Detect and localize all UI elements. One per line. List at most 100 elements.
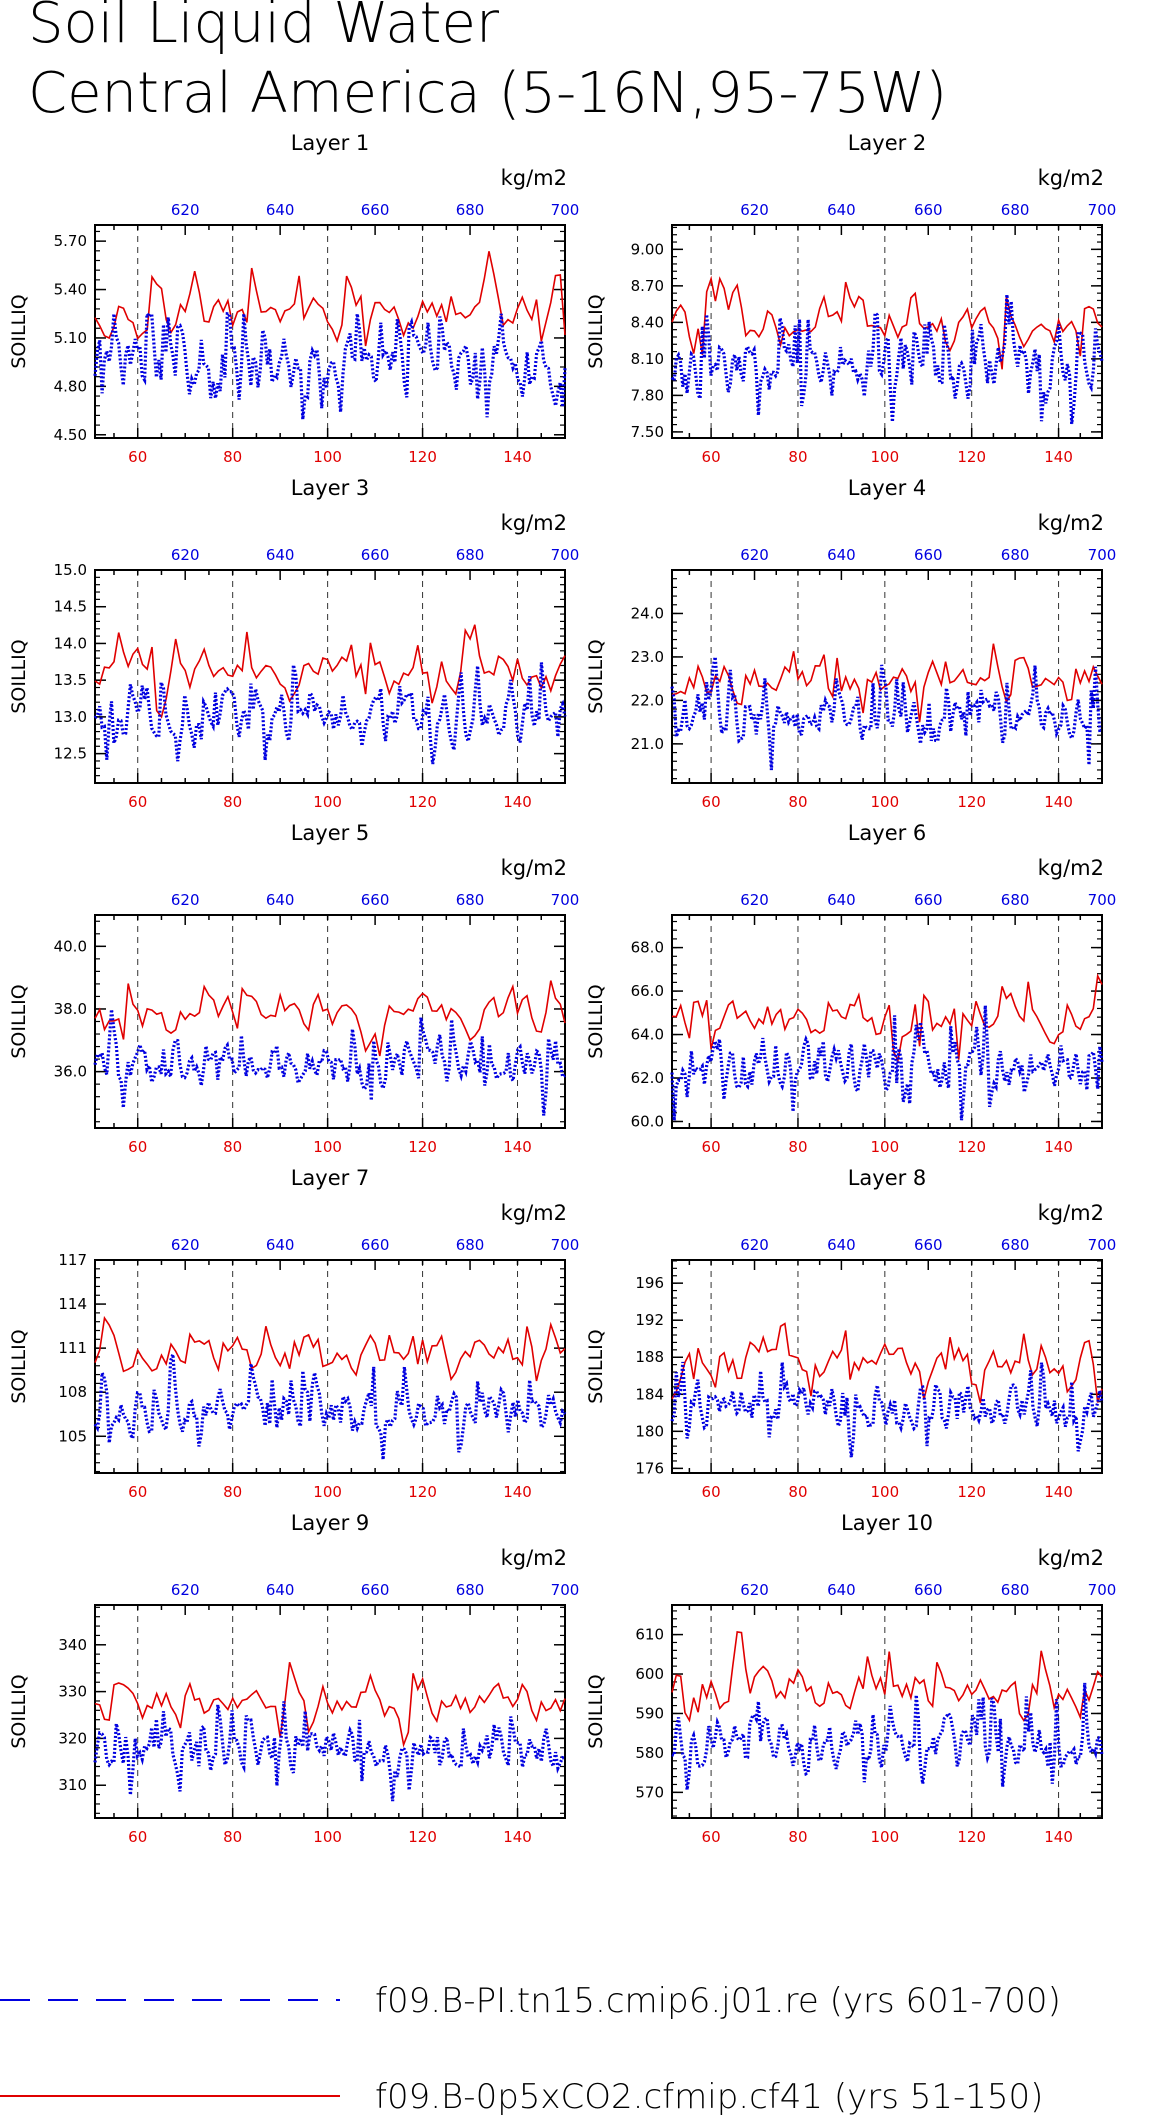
x-bottom-tick-label-140: 140 xyxy=(1044,1828,1073,1846)
x-top-tick-label-620: 620 xyxy=(171,1581,200,1599)
x-bottom-tick-label-100: 100 xyxy=(313,1483,342,1501)
x-top-tick-label-680: 680 xyxy=(456,1236,485,1254)
x-bottom-tick-label-100: 100 xyxy=(313,448,342,466)
series-red-line xyxy=(94,624,566,719)
panel-9: Layer 9 kg/m2 SOILLIQ 60 80 100 120 140 620 640 66… xyxy=(8,1511,579,1846)
units-label: kg/m2 xyxy=(1038,166,1104,190)
x-top-tick-label-680: 680 xyxy=(1001,1581,1030,1599)
panel-title: Layer 8 xyxy=(848,1166,927,1190)
y-tick-label-3: 600 xyxy=(635,1665,664,1683)
y-tick-label-1: 180 xyxy=(635,1422,664,1440)
x-top-tick-label-660: 660 xyxy=(361,546,390,564)
x-bottom-tick-label-60: 60 xyxy=(128,1828,147,1846)
panel-title: Layer 5 xyxy=(291,821,370,845)
x-top-tick-label-680: 680 xyxy=(1001,546,1030,564)
y-axis-label: SOILLIQ xyxy=(585,1674,607,1748)
x-bottom-tick-label-140: 140 xyxy=(503,1483,532,1501)
x-top-tick-label-680: 680 xyxy=(456,891,485,909)
legend-label-blue: f09.B-PI.tn15.cmip6.j01.re (yrs 601-700) xyxy=(375,1981,1061,2021)
x-top-tick-label-640: 640 xyxy=(827,891,856,909)
panel-title: Layer 9 xyxy=(291,1511,370,1535)
y-tick-label-1: 38.0 xyxy=(54,1000,87,1018)
x-bottom-tick-label-80: 80 xyxy=(788,1828,807,1846)
panel-title: Layer 10 xyxy=(841,1511,933,1535)
x-bottom-tick-label-80: 80 xyxy=(223,448,242,466)
panel-title: Layer 3 xyxy=(291,476,370,500)
series-blue-line xyxy=(670,1005,1104,1121)
x-top-tick-label-640: 640 xyxy=(266,546,295,564)
y-tick-label-2: 184 xyxy=(635,1385,664,1403)
x-top-tick-label-700: 700 xyxy=(1088,1581,1117,1599)
x-bottom-tick-label-120: 120 xyxy=(408,1483,437,1501)
x-top-tick-label-640: 640 xyxy=(827,1581,856,1599)
x-top-tick-label-620: 620 xyxy=(740,546,769,564)
x-top-tick-label-660: 660 xyxy=(361,891,390,909)
x-bottom-tick-label-120: 120 xyxy=(957,1828,986,1846)
y-tick-label-0: 7.50 xyxy=(631,423,664,441)
plot-frame xyxy=(94,914,566,1129)
x-bottom-tick-label-60: 60 xyxy=(702,1828,721,1846)
panel-8: Layer 8 kg/m2 SOILLIQ 60 80 100 120 140 620 640 66… xyxy=(585,1166,1116,1501)
y-axis-label: SOILLIQ xyxy=(8,1674,30,1748)
x-bottom-tick-label-120: 120 xyxy=(957,448,986,466)
y-tick-label-5: 196 xyxy=(635,1274,664,1292)
units-label: kg/m2 xyxy=(501,856,567,880)
y-tick-label-0: 310 xyxy=(58,1776,87,1794)
y-tick-label-2: 111 xyxy=(58,1339,87,1357)
x-top-tick-label-620: 620 xyxy=(171,546,200,564)
x-top-tick-label-620: 620 xyxy=(171,1236,200,1254)
x-bottom-tick-label-120: 120 xyxy=(957,1483,986,1501)
x-bottom-tick-label-120: 120 xyxy=(957,793,986,811)
y-tick-label-0: 4.50 xyxy=(54,426,87,444)
series-blue-line xyxy=(93,1353,567,1460)
x-top-tick-label-660: 660 xyxy=(361,1236,390,1254)
x-bottom-tick-label-80: 80 xyxy=(223,1828,242,1846)
y-axis-label: SOILLIQ xyxy=(585,294,607,368)
units-label: kg/m2 xyxy=(501,1546,567,1570)
x-top-tick-label-680: 680 xyxy=(1001,201,1030,219)
x-bottom-tick-label-80: 80 xyxy=(788,1483,807,1501)
y-tick-label-2: 5.10 xyxy=(54,329,87,347)
y-tick-label-0: 36.0 xyxy=(54,1063,87,1081)
x-top-tick-label-660: 660 xyxy=(914,1581,943,1599)
y-tick-label-0: 176 xyxy=(635,1459,664,1477)
x-top-tick-label-700: 700 xyxy=(1088,201,1117,219)
x-top-tick-label-640: 640 xyxy=(266,1236,295,1254)
x-bottom-tick-label-100: 100 xyxy=(313,793,342,811)
x-top-tick-label-680: 680 xyxy=(456,201,485,219)
x-bottom-tick-label-140: 140 xyxy=(503,1828,532,1846)
x-top-tick-label-620: 620 xyxy=(740,1581,769,1599)
series-red-line xyxy=(94,251,566,347)
x-top-tick-label-680: 680 xyxy=(1001,1236,1030,1254)
x-top-tick-label-680: 680 xyxy=(1001,891,1030,909)
y-tick-label-4: 117 xyxy=(58,1251,87,1269)
x-bottom-tick-label-100: 100 xyxy=(313,1138,342,1156)
y-tick-label-2: 40.0 xyxy=(54,937,87,955)
y-tick-label-4: 14.5 xyxy=(54,598,87,616)
series-red-line xyxy=(671,275,1103,370)
panel-1: Layer 1 kg/m2 SOILLIQ 60 80 100 120 140 620 640 66… xyxy=(8,131,579,466)
units-label: kg/m2 xyxy=(501,511,567,535)
x-bottom-tick-label-80: 80 xyxy=(788,793,807,811)
units-label: kg/m2 xyxy=(1038,1201,1104,1225)
y-tick-label-1: 108 xyxy=(58,1383,87,1401)
x-top-tick-label-700: 700 xyxy=(551,1236,580,1254)
y-tick-label-4: 68.0 xyxy=(631,939,664,957)
y-tick-label-1: 7.80 xyxy=(631,386,664,404)
y-axis-label: SOILLIQ xyxy=(585,984,607,1058)
plot-frame xyxy=(94,1259,566,1474)
y-tick-label-1: 22.0 xyxy=(631,691,664,709)
x-bottom-tick-label-80: 80 xyxy=(223,793,242,811)
x-bottom-tick-label-80: 80 xyxy=(223,1483,242,1501)
legend: f09.B-PI.tn15.cmip6.j01.re (yrs 601-700)… xyxy=(0,1981,1061,2117)
y-tick-label-3: 8.40 xyxy=(631,313,664,331)
x-bottom-tick-label-100: 100 xyxy=(871,1483,900,1501)
x-bottom-tick-label-120: 120 xyxy=(408,1828,437,1846)
series-red-line xyxy=(671,643,1103,723)
x-top-tick-label-700: 700 xyxy=(1088,546,1117,564)
x-top-tick-label-620: 620 xyxy=(171,891,200,909)
series-blue-line xyxy=(93,1701,566,1802)
x-top-tick-label-620: 620 xyxy=(740,201,769,219)
x-bottom-tick-label-140: 140 xyxy=(1044,793,1073,811)
